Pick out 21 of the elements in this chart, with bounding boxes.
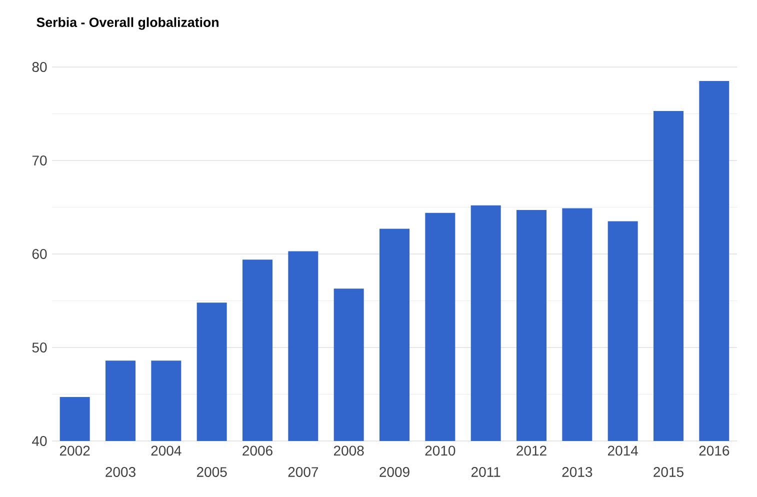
x-tick-label: 2002 — [60, 446, 90, 456]
x-tick-label: 2009 — [380, 467, 410, 477]
y-tick-label: 60 — [32, 249, 47, 259]
x-tick-label: 2003 — [106, 467, 136, 477]
y-tick-label: 40 — [32, 436, 47, 446]
y-tick-label: 50 — [32, 342, 47, 352]
x-tick-label: 2015 — [654, 467, 684, 477]
x-tick-label: 2012 — [516, 446, 546, 456]
x-tick-label: 2007 — [288, 467, 318, 477]
x-tick-label: 2011 — [471, 467, 500, 477]
x-tick-label: 2016 — [699, 446, 730, 456]
x-tick-label: 2004 — [151, 446, 182, 456]
x-tick-label: 2005 — [196, 467, 227, 477]
chart-title: Serbia - Overall globalization — [36, 17, 218, 30]
x-tick-label: 2013 — [562, 467, 592, 477]
x-tick-label: 2014 — [608, 446, 638, 456]
y-tick-label: 80 — [32, 62, 47, 72]
x-tick-label: 2008 — [334, 446, 364, 456]
x-tick-label: 2006 — [242, 446, 272, 456]
x-tick-label: 2010 — [425, 446, 456, 456]
y-tick-label: 70 — [32, 156, 47, 166]
